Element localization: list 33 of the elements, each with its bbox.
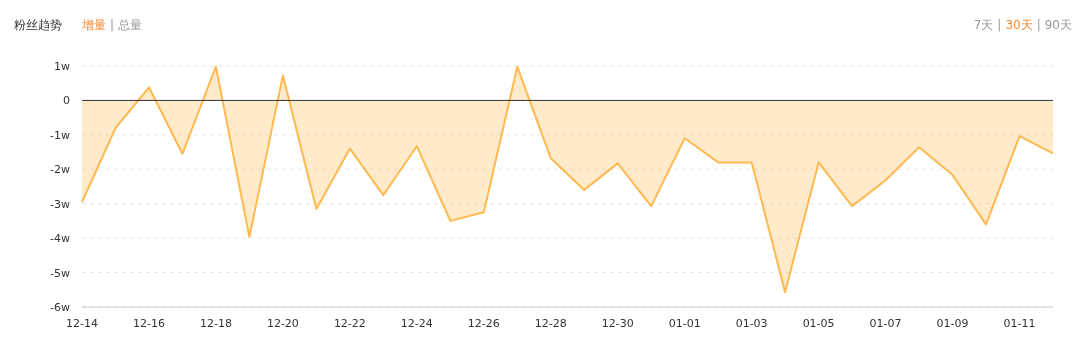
text: 增量	[81, 18, 106, 32]
y-tick-label: 0	[63, 94, 70, 108]
x-tick-label: 01-01	[668, 317, 701, 330]
x-tick-label: 01-11	[1003, 317, 1036, 330]
text: 总量	[117, 18, 143, 32]
x-tick-label: 12-30	[601, 317, 634, 330]
text: 7天	[973, 18, 994, 32]
x-tick-label: 01-03	[735, 317, 768, 330]
text: |	[1036, 18, 1041, 32]
x-tick-label: 01-05	[802, 317, 835, 330]
text: |	[110, 18, 115, 32]
text: 90天	[1044, 18, 1072, 32]
text: |	[997, 18, 1002, 32]
y-tick-label: -4w	[50, 232, 70, 246]
y-tick-label: -2w	[50, 163, 70, 177]
yaxis: 1w 0 -1w -2w -3w -4w -5w -6w	[50, 60, 1054, 314]
y-tick-label: -6w	[50, 301, 70, 314]
text: 30天	[1005, 18, 1033, 32]
x-tick-label: 12-28	[534, 317, 567, 330]
x-tick-label: 12-24	[400, 317, 433, 330]
x-tick-label: 12-20	[266, 317, 299, 330]
x-tick-label: 12-26	[467, 317, 500, 330]
y-tick-label: -5w	[50, 266, 70, 280]
chart-title: 粉丝趋势	[14, 18, 62, 32]
x-tick-label: 12-14	[66, 317, 98, 330]
y-tick-label: 1w	[54, 60, 70, 73]
x-tick-label: 12-22	[333, 317, 366, 330]
x-tick-label: 12-18	[199, 317, 232, 330]
y-tick-label: -3w	[50, 197, 70, 211]
x-tick-label: 01-09	[936, 317, 969, 330]
x-tick-label: 12-16	[132, 317, 165, 330]
y-tick-label: -1w	[50, 128, 70, 142]
x-tick-label: 01-07	[869, 317, 902, 330]
